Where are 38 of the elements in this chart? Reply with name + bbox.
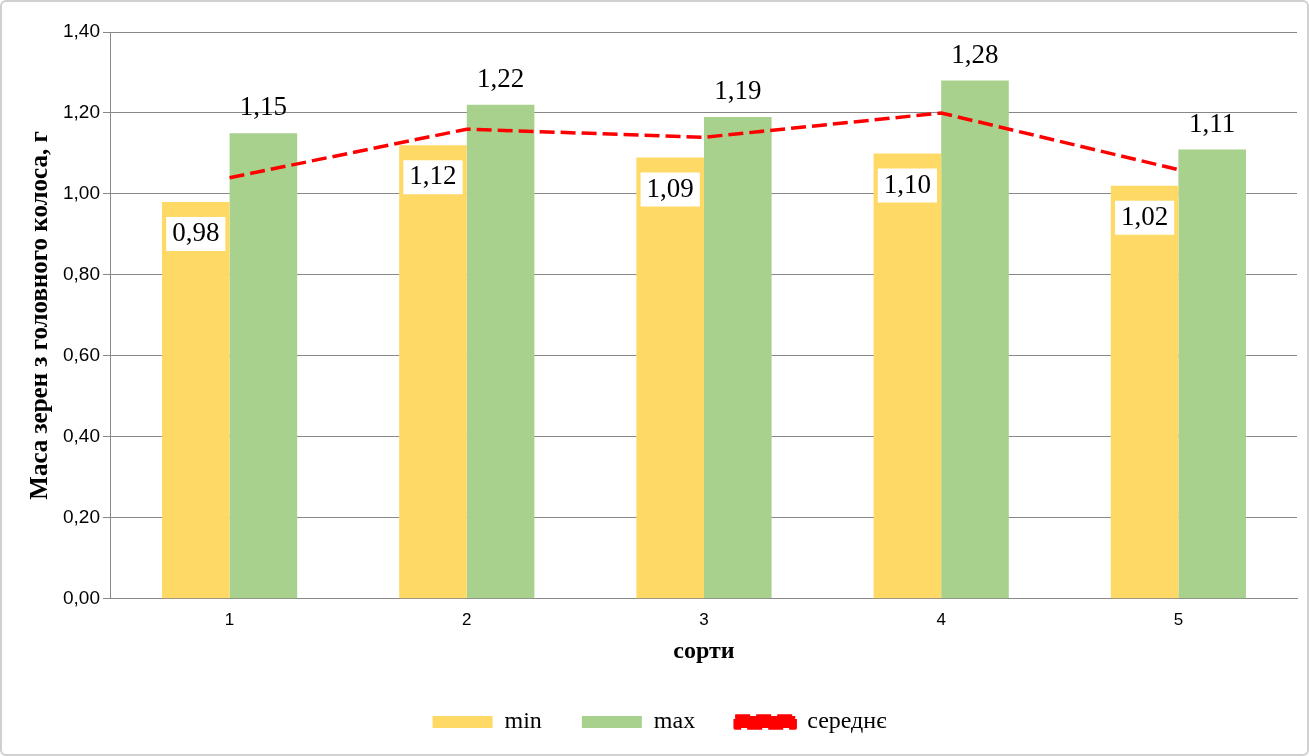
data-label: 1,11 xyxy=(1189,107,1236,138)
y-axis-title: Маса зерен з головного колоса, г xyxy=(25,131,53,500)
bar xyxy=(1178,149,1246,599)
bar xyxy=(1110,185,1179,599)
y-tick-label: 0,60 xyxy=(63,344,100,366)
data-label: 1,12 xyxy=(409,160,457,191)
y-tick-label: 0,20 xyxy=(63,506,100,528)
y-tick-label: 1,00 xyxy=(63,182,100,204)
x-tick-label: 5 xyxy=(1173,609,1184,629)
bar xyxy=(941,80,1009,599)
data-label: 0,98 xyxy=(172,217,220,248)
bar xyxy=(636,157,704,599)
y-tick-label: 1,40 xyxy=(63,20,100,42)
data-label: 1,09 xyxy=(646,172,694,203)
x-tick-label: 2 xyxy=(462,609,472,629)
data-label: 1,19 xyxy=(714,75,762,106)
data-label: 1,22 xyxy=(476,62,525,93)
data-label: 1,15 xyxy=(239,91,288,122)
bar xyxy=(873,153,942,599)
y-tick-label: 0,80 xyxy=(63,263,100,285)
data-label: 1,28 xyxy=(951,38,999,69)
legend-label: max xyxy=(653,707,696,734)
data-label: 1,10 xyxy=(883,168,932,199)
bar xyxy=(161,202,230,599)
bar xyxy=(229,133,298,599)
x-tick-label: 1 xyxy=(224,609,235,629)
x-tick-label: 3 xyxy=(699,609,709,629)
y-tick-label: 0,40 xyxy=(63,425,100,447)
bar xyxy=(399,145,467,599)
bar xyxy=(466,104,535,599)
data-label: 1,02 xyxy=(1120,200,1169,231)
x-axis-title: сорти xyxy=(673,636,735,663)
y-tick-label: 1,20 xyxy=(63,101,100,123)
y-tick-label: 0,00 xyxy=(63,587,100,609)
legend-label: середнє xyxy=(807,707,887,734)
bar xyxy=(703,117,772,599)
legend-label: min xyxy=(504,707,542,734)
x-tick-label: 4 xyxy=(936,609,946,629)
